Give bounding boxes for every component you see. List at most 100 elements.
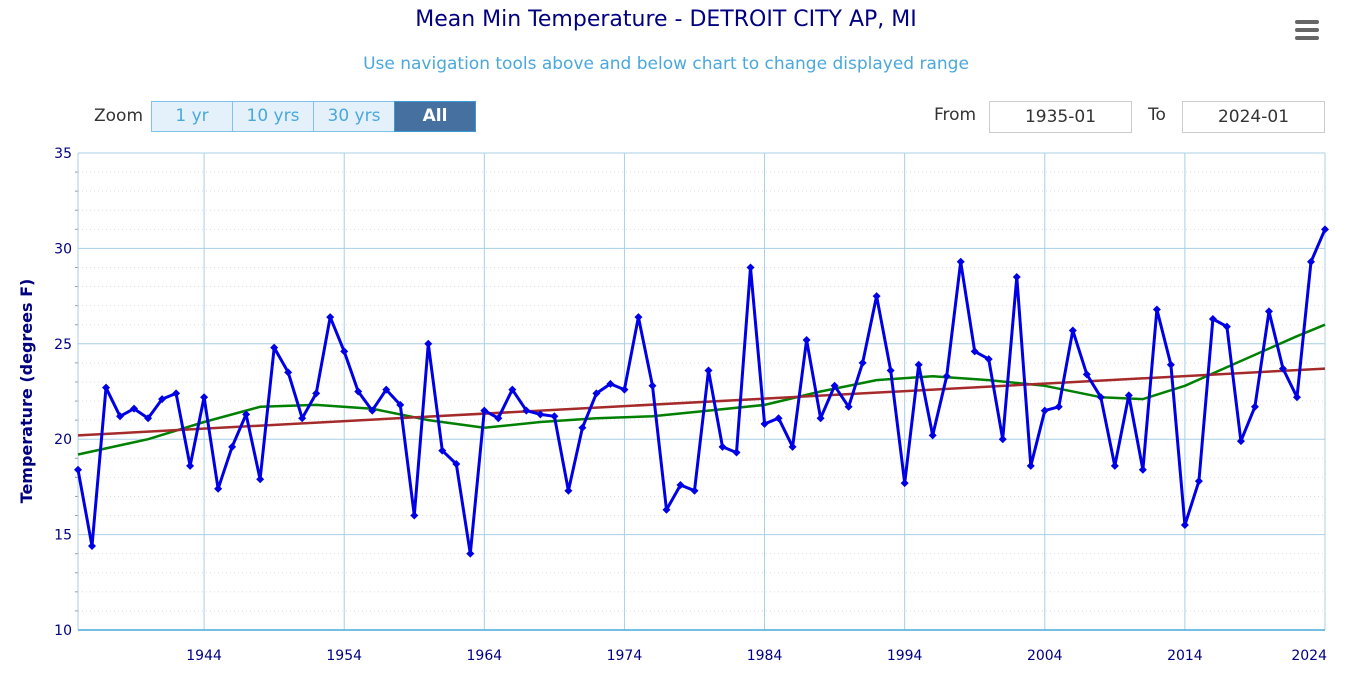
- data-point: [270, 343, 279, 352]
- data-point: [1068, 326, 1077, 335]
- data-point: [928, 431, 937, 440]
- data-point: [620, 385, 629, 394]
- data-point: [494, 414, 503, 423]
- to-label: To: [1148, 105, 1166, 125]
- data-point: [1306, 257, 1315, 266]
- data-point: [886, 366, 895, 375]
- data-point: [662, 505, 671, 514]
- data-point: [1096, 393, 1105, 402]
- data-point: [508, 385, 517, 394]
- to-date-input[interactable]: 2024-01: [1182, 101, 1325, 133]
- data-point: [606, 379, 615, 388]
- data-point: [676, 480, 685, 489]
- data-point: [956, 257, 965, 266]
- data-point: [186, 461, 195, 470]
- data-point: [578, 423, 587, 432]
- y-tick-label: 25: [54, 337, 72, 353]
- data-point: [634, 313, 643, 322]
- data-point: [872, 292, 881, 301]
- data-point: [158, 395, 167, 404]
- data-point: [1250, 402, 1259, 411]
- data-point: [984, 355, 993, 364]
- data-point: [1152, 305, 1161, 314]
- data-point: [900, 479, 909, 488]
- data-point: [830, 381, 839, 390]
- grid: [75, 152, 1326, 631]
- data-point: [88, 542, 97, 551]
- hamburger-menu-icon[interactable]: [1293, 18, 1321, 42]
- data-point: [1292, 393, 1301, 402]
- data-point: [410, 511, 419, 520]
- x-tick-label: 2014: [1167, 648, 1203, 664]
- data-point: [914, 360, 923, 369]
- x-tick-label: 2024: [1291, 648, 1327, 664]
- data-point: [284, 368, 293, 377]
- data-point: [1040, 406, 1049, 415]
- data-point: [326, 313, 335, 322]
- data-point: [1012, 273, 1021, 282]
- data-point: [256, 475, 265, 484]
- x-tick-label: 1944: [186, 648, 222, 664]
- zoom-label: Zoom: [94, 106, 144, 126]
- data-point: [704, 366, 713, 375]
- data-point: [1054, 402, 1063, 411]
- data-point: [998, 435, 1007, 444]
- x-tick-label: 1994: [887, 648, 923, 664]
- data-point: [102, 383, 111, 392]
- data-point: [1166, 360, 1175, 369]
- x-tick-label: 1984: [747, 648, 783, 664]
- data-point: [1236, 437, 1245, 446]
- zoom-1yr-button[interactable]: 1 yr: [151, 101, 233, 132]
- data-point: [564, 486, 573, 495]
- data-point: [1264, 307, 1273, 316]
- y-tick-label: 30: [54, 241, 72, 257]
- y-tick-label: 15: [54, 528, 72, 544]
- data-point: [200, 393, 209, 402]
- data-point: [1222, 322, 1231, 331]
- series-line-trend: [77, 367, 1326, 437]
- x-tick-label: 1964: [467, 648, 503, 664]
- data-point: [214, 484, 223, 493]
- series-line-mean-min: [76, 228, 1327, 556]
- data-point: [312, 389, 321, 398]
- data-point: [228, 442, 237, 451]
- data-point: [942, 372, 951, 381]
- axes: 10 15 20 25 30 35 1944 1954 1964 1974 1984 1994 2004…: [54, 146, 1327, 664]
- data-point: [438, 446, 447, 455]
- data-point: [368, 406, 377, 415]
- series-group: [74, 225, 1329, 558]
- data-point: [1208, 314, 1217, 323]
- data-point: [1138, 465, 1147, 474]
- data-point: [1180, 521, 1189, 530]
- data-point: [74, 465, 82, 474]
- data-point: [746, 263, 755, 272]
- data-point: [396, 400, 405, 409]
- y-tick-label: 35: [54, 146, 72, 162]
- data-point: [452, 460, 461, 469]
- data-point: [760, 419, 769, 428]
- chart-title: Mean Min Temperature - DETROIT CITY AP, …: [415, 7, 917, 32]
- data-point: [1321, 225, 1329, 234]
- data-point: [466, 549, 475, 558]
- data-point: [536, 410, 545, 419]
- data-point: [844, 402, 853, 411]
- data-point: [1278, 364, 1287, 373]
- data-point: [1026, 461, 1035, 470]
- data-point: [732, 448, 741, 457]
- data-point: [298, 414, 307, 423]
- zoom-all-button[interactable]: All: [394, 101, 476, 132]
- data-point: [1110, 461, 1119, 470]
- data-point: [592, 389, 601, 398]
- data-point: [788, 442, 797, 451]
- y-axis-label: Temperature (degrees F): [17, 279, 36, 504]
- data-point: [354, 387, 363, 396]
- y-tick-label: 10: [54, 623, 72, 639]
- data-point: [172, 389, 181, 398]
- x-tick-label: 1954: [326, 648, 362, 664]
- zoom-10yrs-button[interactable]: 10 yrs: [232, 101, 314, 132]
- from-label: From: [934, 105, 977, 125]
- from-date-input[interactable]: 1935-01: [989, 101, 1132, 133]
- y-tick-label: 20: [54, 432, 72, 448]
- chart-subtitle: Use navigation tools above and below cha…: [363, 54, 969, 74]
